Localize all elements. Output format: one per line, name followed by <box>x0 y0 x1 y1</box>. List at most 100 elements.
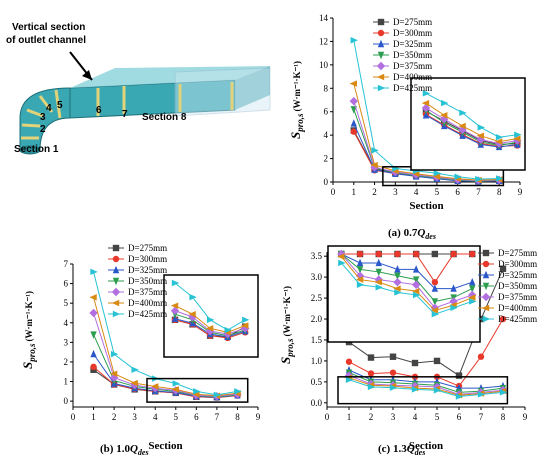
caption-sub: des <box>415 448 426 457</box>
inset-data-point <box>494 138 503 145</box>
panel-caption: (b) 1.0Qdes <box>100 443 149 457</box>
caption-label: (a) 0.7 <box>388 227 418 239</box>
data-point <box>432 173 441 180</box>
channel-top-face <box>70 66 270 88</box>
inset-frame <box>163 274 259 358</box>
inset-data-point <box>450 304 458 312</box>
data-point <box>455 372 463 379</box>
inset-data-point <box>459 109 467 117</box>
inset-data-point <box>241 324 250 333</box>
data-point <box>345 358 353 365</box>
section-num-3: 3 <box>40 112 46 123</box>
inset-data-point <box>476 135 485 144</box>
y-tick-label: 3 <box>64 337 69 347</box>
x-tick-label: 7 <box>479 412 484 422</box>
data-point <box>192 391 200 398</box>
inset-series-line <box>341 253 473 302</box>
legend-marker <box>376 61 386 71</box>
data-point <box>499 315 507 323</box>
inset-data-point <box>513 135 521 142</box>
y-tick-label: 8 <box>324 83 329 93</box>
y-axis-title-text: Spro,s (W·m⁻¹·K⁻¹) <box>278 286 295 364</box>
y-tick-label: 4 <box>64 318 69 328</box>
inset-data-point <box>469 298 477 305</box>
inset-data-point <box>375 268 382 277</box>
x-tick-label: 2 <box>369 412 374 422</box>
inset-data-point <box>412 291 421 299</box>
y-tick-label: 10 <box>319 60 329 70</box>
legend-marker <box>482 315 491 323</box>
legend-label: D=275mm <box>498 248 537 258</box>
y-title-unit: (W·m⁻¹·K⁻¹) <box>292 61 302 111</box>
section-num-4: 4 <box>46 103 52 114</box>
section-1-label: Section 1 <box>14 144 59 155</box>
section-num-5: 5 <box>57 100 63 111</box>
inset-data-point <box>421 103 431 113</box>
inset-series-line <box>341 253 473 290</box>
inset-data-point <box>394 289 402 296</box>
panel-caption: (a) 0.7Qdes <box>388 227 436 241</box>
x-tick-label: 1 <box>347 412 352 422</box>
data-point <box>193 388 201 395</box>
legend-marker <box>111 287 121 297</box>
x-tick-label: 5 <box>174 412 179 422</box>
data-point <box>477 391 486 398</box>
legend: D=275mmD=300mmD=325mmD=350mmD=375mmD=400… <box>373 17 432 93</box>
data-point <box>499 389 508 396</box>
caption-label: (b) 1.0 <box>100 443 130 455</box>
y-tick-label: 2.0 <box>311 314 323 324</box>
x-tick-label: 1 <box>91 412 96 422</box>
y-axis-title: Spro,s (W·m⁻¹·K⁻¹) <box>20 291 37 369</box>
data-point <box>109 370 118 377</box>
y-tick-label: 2.5 <box>311 293 323 303</box>
legend-marker <box>377 84 386 92</box>
y-tick-label: 14 <box>319 13 329 23</box>
data-point <box>477 353 485 360</box>
data-point <box>131 366 139 373</box>
series-line <box>348 372 504 393</box>
inset-data-point <box>355 276 364 283</box>
inset-plot <box>410 77 526 171</box>
data-point <box>89 308 98 318</box>
legend: D=275mmD=300mmD=325mmD=350mmD=375mmD=400… <box>108 243 167 319</box>
x-axis-title: Section <box>409 200 443 212</box>
y-tick-label: 5 <box>64 298 69 308</box>
y-title-sub: pro,s <box>27 343 37 363</box>
chart-b: 0 1 2 3 4 5 6 7 8 9 0 1 2 3 4 5 6 7 Section Spro,s (W·m⁻¹·K⁻… <box>20 243 261 457</box>
y-title-sub: pro,s <box>285 338 295 358</box>
data-point <box>90 363 97 371</box>
series-line <box>348 377 504 396</box>
data-point <box>130 379 138 387</box>
data-point <box>367 370 375 377</box>
legend-label: D=425mm <box>393 83 432 93</box>
x-tick-label: 3 <box>393 187 398 197</box>
inset-data-point <box>412 265 420 273</box>
inset-plot <box>327 245 481 343</box>
x-tick-label: 4 <box>153 412 158 422</box>
data-point <box>389 384 398 391</box>
legend-label: D=425mm <box>128 309 167 319</box>
inset-data-point <box>458 122 466 130</box>
data-point <box>499 265 507 272</box>
x-tick-label: 9 <box>518 187 523 197</box>
x-axis-title: Section <box>148 440 182 452</box>
y-tick-label: 2 <box>64 357 69 367</box>
inset-data-point <box>241 322 249 329</box>
y-tick-label: 7 <box>64 259 69 269</box>
legend-marker <box>112 255 120 263</box>
legend-label: D=375mm <box>393 61 432 71</box>
inset-data-point <box>375 284 383 291</box>
arrow-head <box>82 70 92 80</box>
y-tick-label: 1.5 <box>311 335 323 345</box>
inset-data-point <box>440 112 448 119</box>
section-rings <box>21 82 234 140</box>
inset-data-point <box>188 310 196 318</box>
legend-marker <box>377 39 385 48</box>
data-point <box>350 106 357 114</box>
x-tick-label: 5 <box>435 412 440 422</box>
data-point <box>367 354 375 361</box>
y-tick-label: 6 <box>64 279 69 289</box>
y-tick-label: 0.0 <box>311 398 323 408</box>
legend-marker <box>482 270 490 279</box>
section-8-label: Section 8 <box>142 112 187 123</box>
